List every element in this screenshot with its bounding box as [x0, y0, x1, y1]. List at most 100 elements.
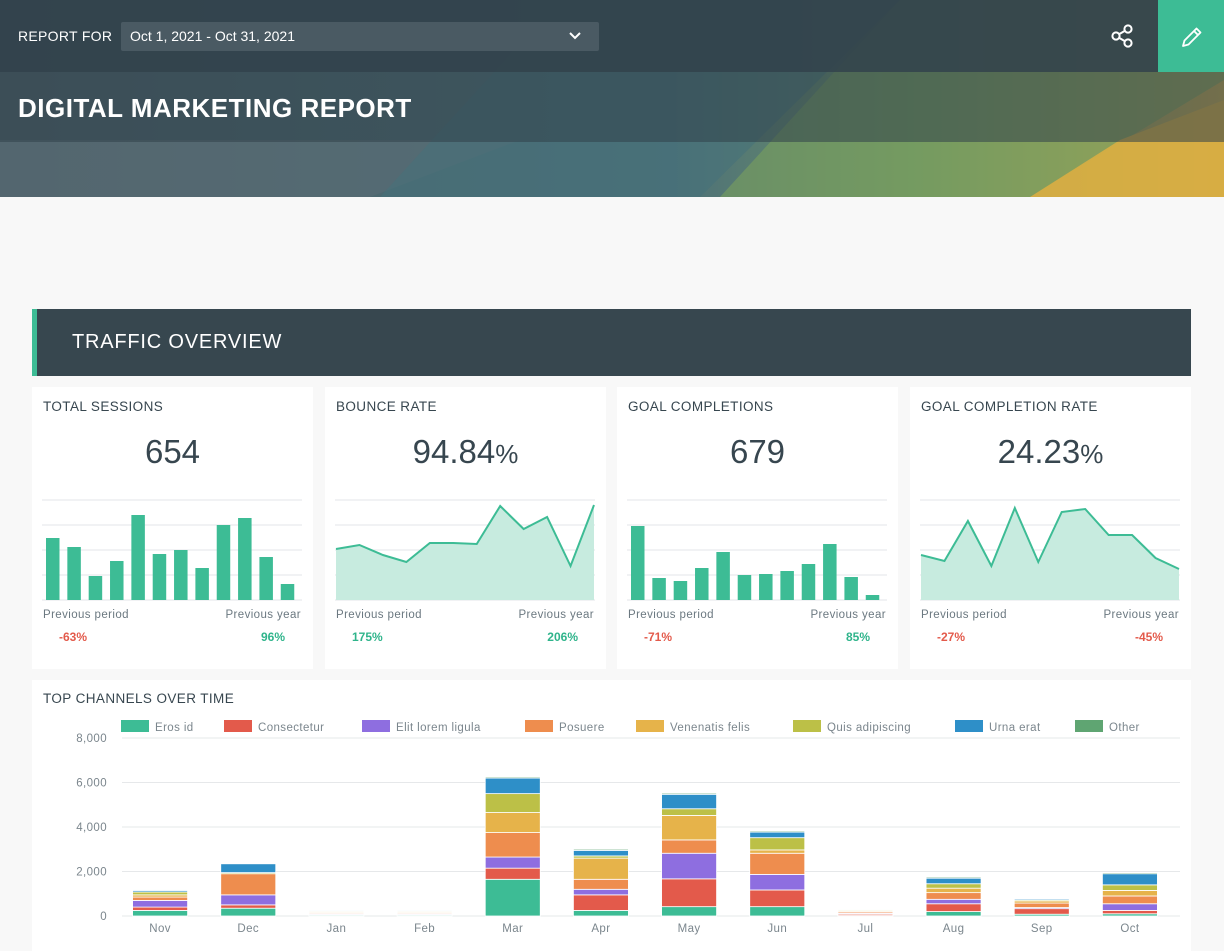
- spark-bar: [238, 518, 252, 600]
- chevron-down-icon: [569, 32, 581, 40]
- spark-bar: [259, 557, 273, 600]
- spark-bar: [716, 552, 730, 600]
- bar-segment: [925, 903, 982, 912]
- bar-segment: [925, 877, 982, 885]
- bar-segment: [484, 878, 541, 917]
- bar-segment: [484, 867, 541, 880]
- kpi-value: 94.84%: [412, 433, 519, 470]
- bar-segment: [132, 896, 188, 901]
- legend-label: Other: [1109, 722, 1140, 734]
- kpi-value: 24.23%: [997, 433, 1104, 470]
- kpi-card-goal-completions: GOAL COMPLETIONS 679 Previous period Pre…: [617, 387, 898, 669]
- spark-bar: [865, 595, 880, 600]
- date-range-value: Oct 1, 2021 - Oct 31, 2021: [130, 28, 295, 44]
- section-header-traffic-overview: TRAFFIC OVERVIEW: [32, 309, 1191, 376]
- bar-segment: [573, 910, 629, 917]
- spark-bar: [759, 574, 773, 600]
- report-for-label: REPORT FOR: [18, 28, 113, 44]
- x-tick-label: Jul: [857, 923, 873, 935]
- bar-segment: [749, 837, 806, 851]
- x-tick-label: Nov: [149, 923, 171, 935]
- bar-segment: [749, 831, 806, 839]
- spark-bar: [216, 525, 231, 600]
- kpi-card-goal-completion-rate: GOAL COMPLETION RATE 24.23% Previous per…: [910, 387, 1191, 669]
- kpi-label: BOUNCE RATE: [336, 399, 437, 414]
- previous-period-label: Previous period: [43, 609, 129, 621]
- bar-segment: [484, 856, 541, 869]
- y-tick-label: 8,000: [76, 733, 107, 745]
- previous-period-change: -27%: [937, 630, 966, 644]
- bar-segment: [925, 876, 982, 879]
- spark-area: [921, 508, 1179, 600]
- previous-year-label: Previous year: [518, 609, 594, 621]
- spark-bar: [631, 526, 645, 600]
- legend-swatch: [793, 720, 821, 732]
- legend-label: Consectetur: [258, 722, 324, 734]
- bar-segment: [132, 910, 188, 917]
- y-tick-label: 4,000: [76, 822, 107, 834]
- x-tick-label: Aug: [943, 923, 965, 935]
- section-title: TRAFFIC OVERVIEW: [72, 331, 283, 353]
- bar-segment: [573, 894, 629, 911]
- y-tick-label: 2,000: [76, 867, 107, 879]
- bar-segment: [1013, 902, 1070, 908]
- kpi-label: GOAL COMPLETION RATE: [921, 399, 1098, 414]
- bar-segment: [925, 898, 982, 905]
- previous-year-label: Previous year: [225, 609, 301, 621]
- date-range-select[interactable]: Oct 1, 2021 - Oct 31, 2021: [121, 22, 599, 51]
- bar-segment: [925, 883, 982, 889]
- bar-segment: [484, 776, 541, 779]
- bar-segment: [1102, 910, 1158, 915]
- x-tick-label: Oct: [1120, 923, 1139, 935]
- chart-title: TOP CHANNELS OVER TIME: [43, 691, 235, 706]
- bar-segment: [484, 812, 541, 833]
- bar-segment: [220, 904, 277, 909]
- bar-segment: [661, 852, 717, 880]
- y-tick-label: 6,000: [76, 778, 107, 790]
- spark-bar: [46, 538, 60, 600]
- page-title: DIGITAL MARKETING REPORT: [18, 93, 412, 123]
- legend-label: Urna erat: [989, 722, 1041, 734]
- bar-segment: [925, 887, 982, 894]
- bar-segment: [573, 849, 629, 857]
- bar-segment: [749, 849, 806, 854]
- previous-year-label: Previous year: [810, 609, 886, 621]
- legend-swatch: [955, 720, 983, 732]
- bar-segment: [220, 907, 277, 917]
- bar-segment: [661, 815, 717, 841]
- legend-swatch: [121, 720, 149, 732]
- spark-bar: [131, 515, 145, 600]
- legend-label: Venenatis felis: [670, 722, 750, 734]
- legend-swatch: [362, 720, 390, 732]
- share-icon: [1111, 24, 1133, 48]
- x-tick-label: Feb: [414, 923, 435, 935]
- bar-segment: [484, 793, 541, 813]
- edit-button[interactable]: [1158, 0, 1224, 72]
- x-tick-label: Dec: [237, 923, 259, 935]
- bar-segment: [132, 906, 188, 911]
- bar-segment: [661, 808, 717, 816]
- kpi-card-total-sessions: TOTAL SESSIONS 654 Previous period Previ…: [32, 387, 313, 669]
- spark-bar: [780, 571, 794, 600]
- previous-year-change: 96%: [260, 630, 285, 644]
- bar-segment: [749, 830, 806, 833]
- spark-bar: [737, 575, 752, 600]
- legend-label: Posuere: [559, 722, 605, 734]
- spark-line: [335, 504, 595, 569]
- spark-bar: [823, 544, 837, 600]
- x-tick-label: Jan: [327, 923, 347, 935]
- spark-bar: [673, 581, 688, 600]
- bar-segment: [132, 900, 188, 908]
- title-band: [0, 72, 1224, 142]
- kpi-sparkline: [627, 499, 887, 601]
- spark-line: [920, 505, 1180, 570]
- legend-swatch: [1075, 720, 1103, 732]
- spark-bar: [801, 564, 816, 600]
- bar-segment: [484, 832, 541, 858]
- bar-segment: [749, 852, 806, 875]
- previous-period-label: Previous period: [628, 609, 714, 621]
- previous-period-change: -71%: [644, 630, 673, 644]
- bar-segment: [132, 891, 188, 896]
- bar-segment: [1102, 873, 1158, 886]
- share-button[interactable]: [1104, 18, 1140, 54]
